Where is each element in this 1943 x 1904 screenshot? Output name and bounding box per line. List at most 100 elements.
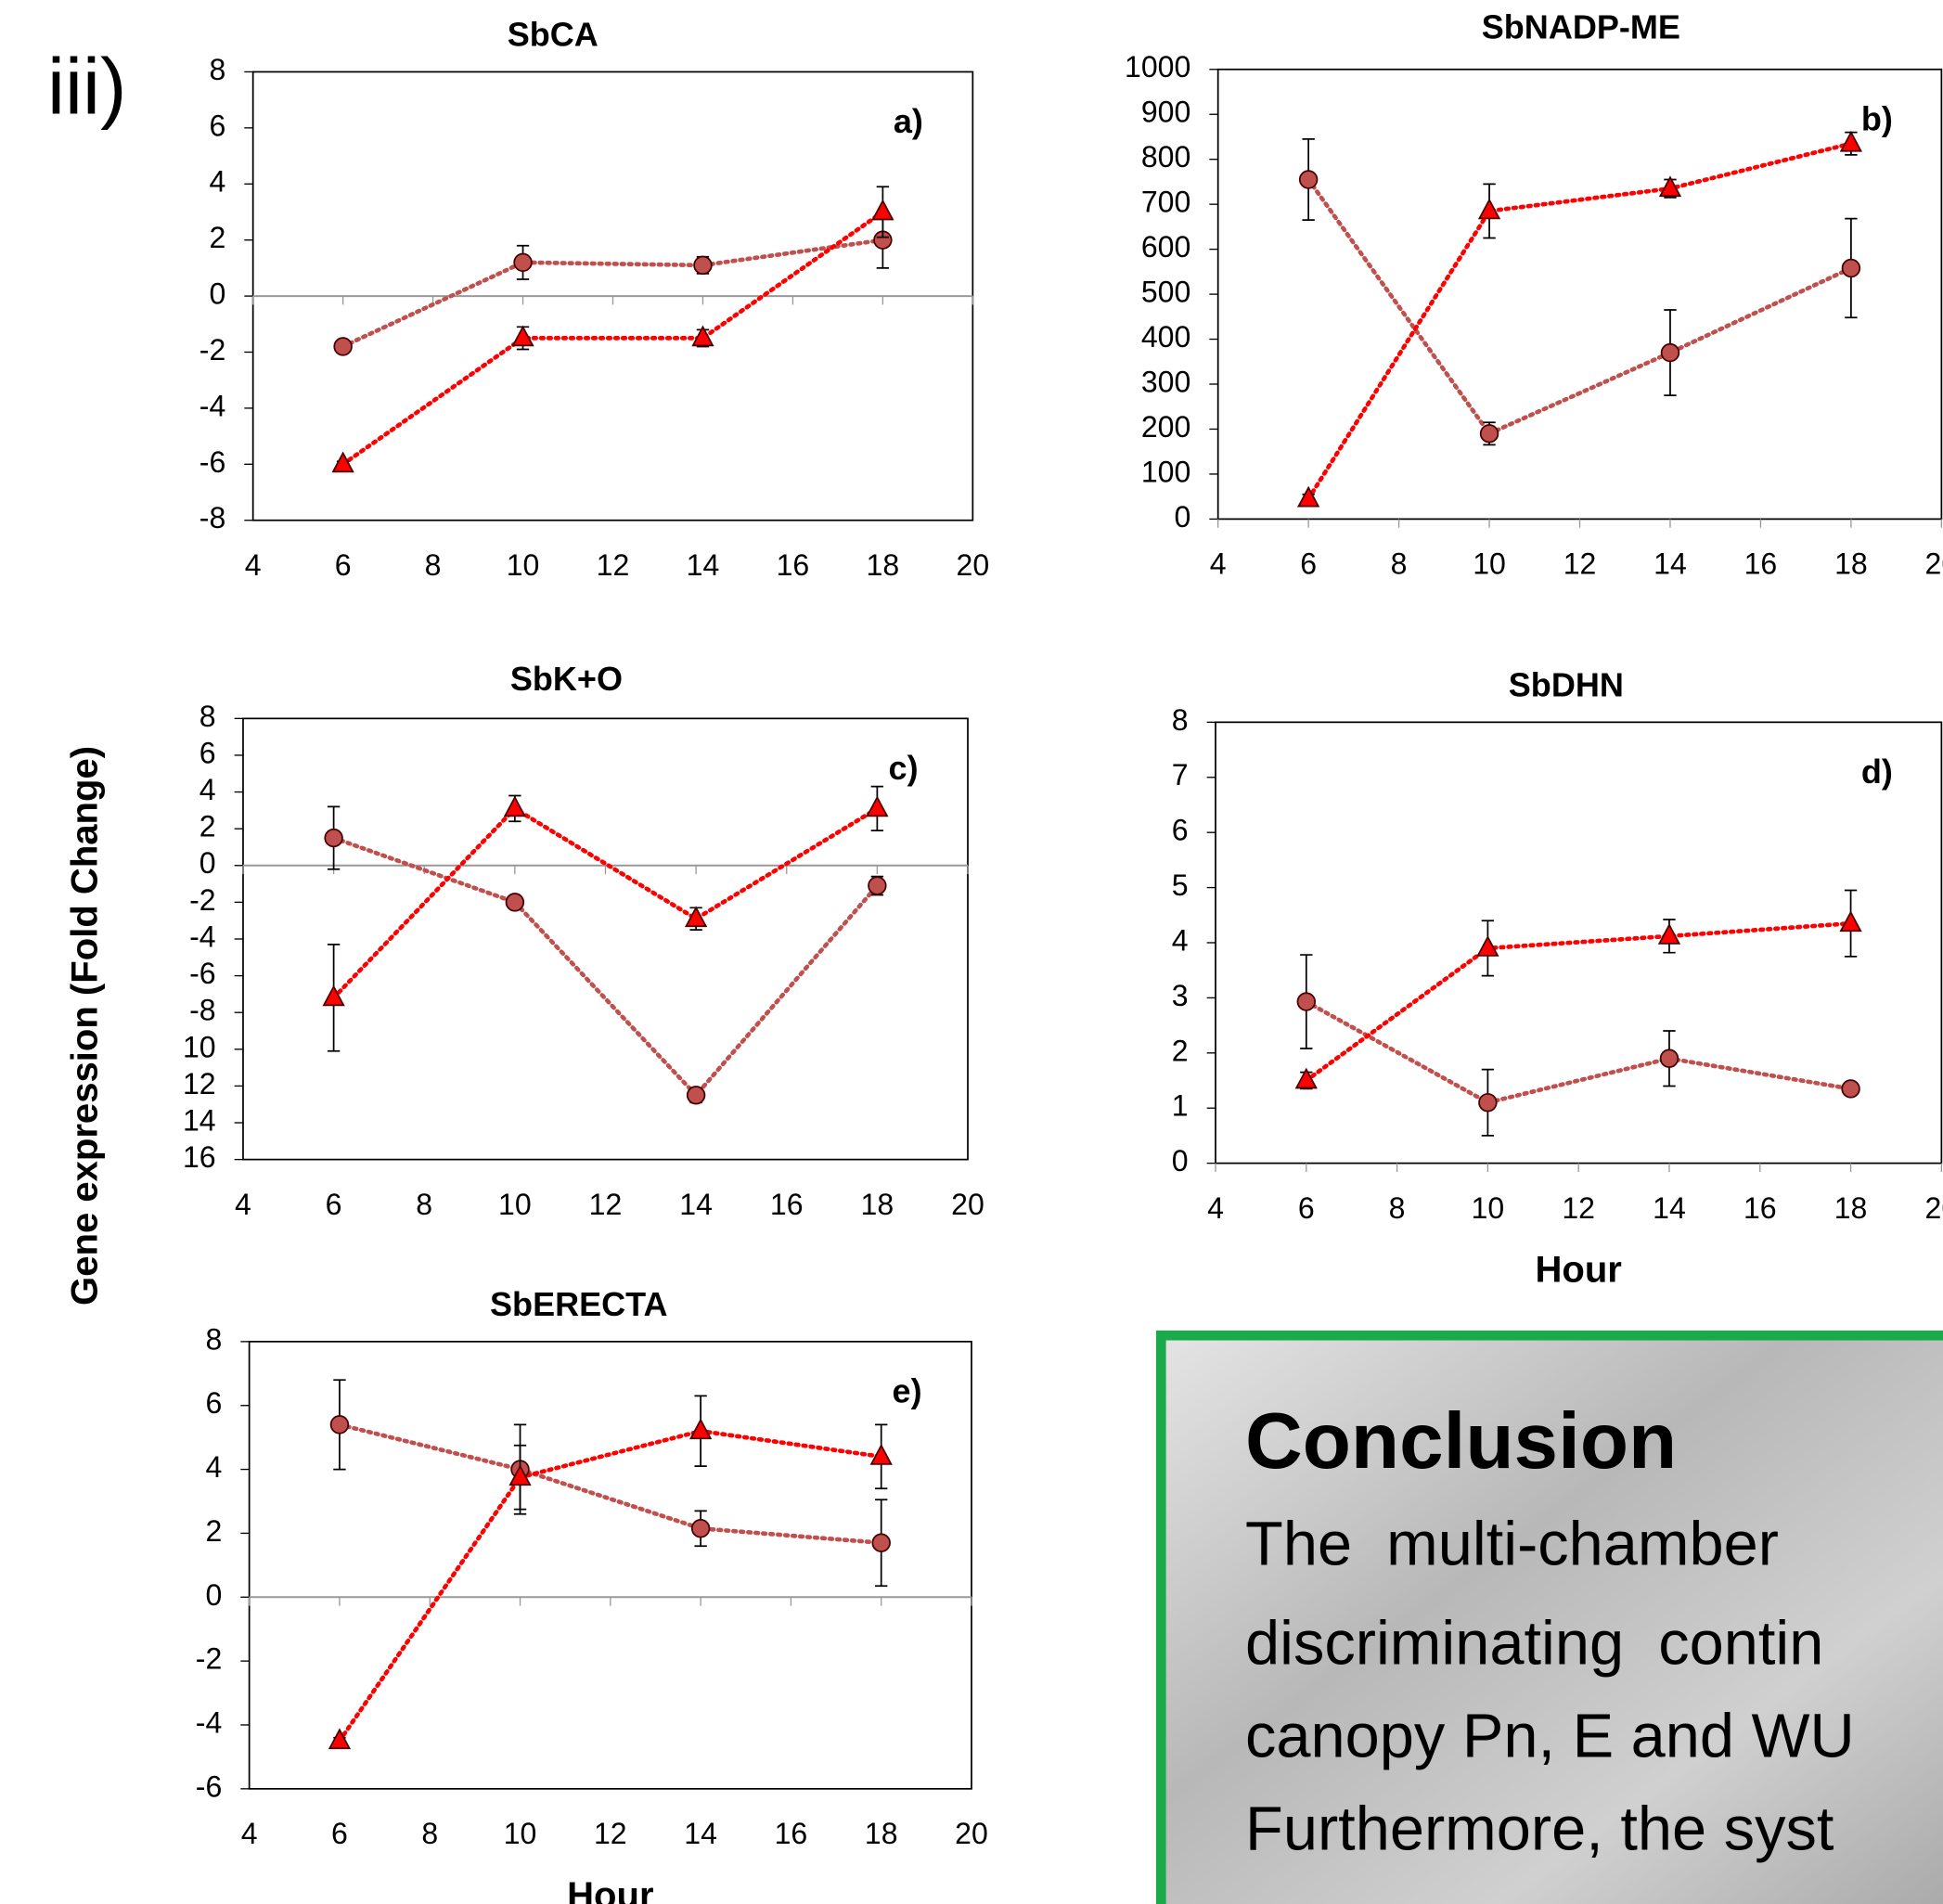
marker (871, 1533, 891, 1552)
series-line (337, 1428, 884, 1743)
y-tick-label: 700 (1141, 186, 1190, 219)
series-line (337, 1422, 884, 1546)
x-tick-label: 12 (1563, 547, 1597, 581)
marker (684, 906, 708, 928)
y-tick-label: 500 (1141, 276, 1190, 309)
x-tick-label: 8 (416, 1188, 432, 1221)
series-line (1306, 141, 1854, 501)
marker (691, 325, 714, 347)
x-tick-label: 10 (1473, 547, 1506, 581)
x-tick-label: 10 (504, 1817, 537, 1850)
marker (686, 1086, 706, 1105)
x-tick-label: 20 (951, 1188, 984, 1221)
marker (1839, 130, 1863, 152)
x-tick-label: 6 (1298, 1191, 1315, 1225)
y-tick-label: 4 (205, 1450, 222, 1484)
marker (1658, 175, 1682, 198)
y-tick-label: 4 (1172, 923, 1189, 957)
panel-annotation: b) (1861, 99, 1893, 137)
x-tick-label: 4 (1210, 547, 1227, 581)
x-tick-label: 16 (775, 1817, 808, 1850)
marker (868, 876, 887, 895)
y-tick-label: 2 (205, 1514, 222, 1548)
x-tick-label: 14 (1653, 547, 1687, 581)
y-tick-label: 7 (1172, 758, 1189, 791)
series-line (341, 210, 885, 467)
y-tick-label: 200 (1141, 410, 1190, 444)
marker (508, 1464, 532, 1486)
marker (1657, 922, 1681, 945)
x-tick-label: 8 (1391, 547, 1408, 581)
x-tick-label: 10 (507, 548, 540, 582)
panel-annotation: c) (889, 749, 919, 787)
marker (1297, 485, 1320, 508)
panel-annotation: d) (1861, 753, 1893, 791)
plot-area (242, 717, 969, 1161)
x-tick-label: 16 (1744, 547, 1778, 581)
y-tick-label: -6 (199, 445, 225, 479)
series-line (1306, 177, 1854, 437)
x-tick-label: 18 (1834, 547, 1868, 581)
marker (1659, 1048, 1679, 1068)
marker (690, 1519, 711, 1538)
series-line (1304, 999, 1853, 1105)
y-tick-label: 2 (1172, 1034, 1189, 1067)
x-tick-label: 20 (1925, 1191, 1943, 1225)
chart-title: SbCA (508, 16, 598, 54)
x-tick-label: 14 (1653, 1191, 1686, 1225)
marker (1479, 424, 1499, 444)
x-tick-label: 8 (1389, 1191, 1406, 1225)
marker (328, 1728, 352, 1750)
marker (333, 337, 353, 356)
chart-title: SbK+O (510, 660, 623, 698)
y-tick-label: -8 (189, 994, 215, 1027)
y-tick-label: 0 (209, 277, 225, 311)
y-tick-label: 4 (209, 165, 225, 199)
chart-title: SbDHN (1509, 665, 1624, 703)
conclusion-line: canopy Pn, E and WU (1245, 1702, 1855, 1770)
marker (869, 1443, 893, 1465)
x-tick-label: 6 (331, 1817, 348, 1850)
conclusion-line: discriminating contin (1245, 1609, 1823, 1678)
marker (1839, 910, 1862, 933)
y-tick-label: 400 (1141, 320, 1190, 354)
y-tick-label: 6 (1172, 814, 1189, 847)
x-tick-label: 4 (245, 548, 262, 582)
x-tick-label: 14 (679, 1188, 713, 1221)
y-axis-label: Gene expression (Fold Change) (64, 746, 105, 1306)
y-tick-label: 6 (199, 736, 216, 769)
x-tick-label: 4 (241, 1817, 258, 1850)
marker (688, 1418, 713, 1440)
x-tick-label: 4 (1207, 1191, 1224, 1225)
x-tick-label: 18 (867, 548, 900, 582)
y-tick-label: 10 (183, 1030, 216, 1063)
y-tick-label: -4 (196, 1705, 222, 1739)
x-tick-label: 20 (1925, 547, 1943, 581)
y-tick-label: 6 (209, 109, 225, 142)
x-tick-label: 20 (955, 1817, 988, 1850)
y-tick-label: 800 (1141, 140, 1190, 174)
marker (1296, 992, 1317, 1011)
series-line (331, 835, 880, 1099)
x-tick-label: 14 (684, 1817, 717, 1850)
marker (1660, 342, 1680, 363)
y-tick-label: -2 (189, 883, 215, 917)
x-tick-label: 6 (335, 548, 352, 582)
x-tick-label: 4 (235, 1188, 251, 1221)
x-tick-label: 12 (594, 1817, 627, 1850)
marker (503, 795, 526, 817)
marker (866, 795, 889, 817)
y-tick-label: 5 (1172, 868, 1189, 902)
marker (1841, 1079, 1860, 1099)
y-tick-label: 100 (1141, 455, 1190, 488)
y-tick-label: -2 (196, 1642, 222, 1676)
marker (1841, 258, 1861, 278)
y-tick-label: -4 (199, 389, 225, 422)
marker (871, 199, 894, 221)
x-tick-label: 12 (1562, 1191, 1595, 1225)
x-tick-label: 18 (865, 1817, 898, 1850)
conclusion-box (1155, 1330, 1943, 1904)
chart-title: SbERECTA (490, 1285, 668, 1323)
marker (1294, 1067, 1318, 1089)
